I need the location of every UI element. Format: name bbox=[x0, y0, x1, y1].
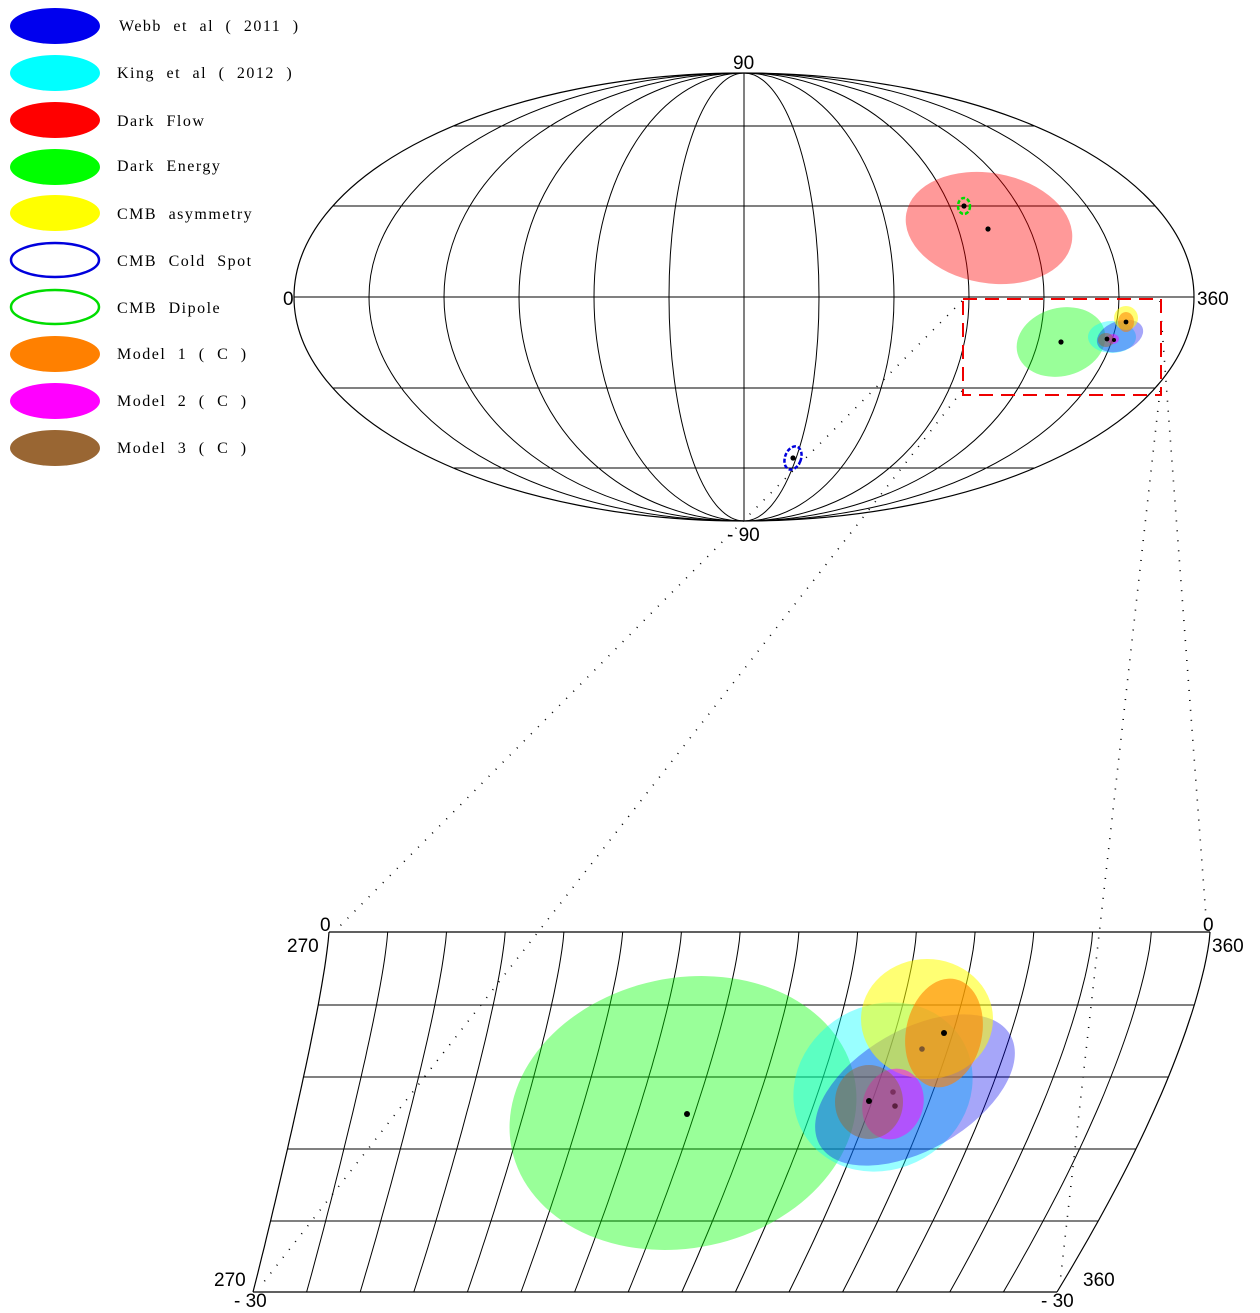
zoom-meridian-2 bbox=[359, 931, 447, 1293]
legend-swatch-model-2 bbox=[10, 383, 100, 419]
zoom-label-bottom-right-lat: - 30 bbox=[1041, 1291, 1074, 1312]
zoom-meridian-14 bbox=[1002, 931, 1152, 1293]
legend-item-webb: Webb et al ( 2011 ) bbox=[10, 8, 300, 44]
connector-line-1 bbox=[335, 300, 963, 931]
zoom-model-3-center bbox=[866, 1098, 872, 1104]
zoom-label-top-left-lon: 270 bbox=[287, 936, 319, 957]
zoom-meridian-8 bbox=[681, 931, 800, 1293]
legend-swatch-king bbox=[10, 55, 100, 91]
zoom-map: 0 270 0 360 270 - 30 360 - 30 bbox=[214, 915, 1244, 1312]
zoom-label-bottom-right-lon: 360 bbox=[1083, 1270, 1115, 1291]
sky-cmb-dipole-region bbox=[956, 196, 972, 216]
legend-swatch-cmb-dipole bbox=[9, 288, 101, 326]
sky-map: 90 - 90 0 360 bbox=[283, 53, 1229, 546]
legend-item-king: King et al ( 2012 ) bbox=[10, 55, 293, 91]
sky-label-bottom: - 90 bbox=[727, 525, 760, 546]
sky-map-centers bbox=[790, 203, 1129, 461]
zoom-meridian-3 bbox=[413, 931, 506, 1293]
legend-item-dark-flow: Dark Flow bbox=[10, 102, 205, 138]
zoom-label-top-right-lat: 0 bbox=[1203, 915, 1214, 936]
legend: Webb et al ( 2011 ) King et al ( 2012 ) … bbox=[9, 8, 300, 466]
zoom-label-top-left-lat: 0 bbox=[320, 915, 331, 936]
sky-model-2-center bbox=[1112, 338, 1116, 342]
zoom-region-box bbox=[962, 298, 1162, 396]
legend-swatch-model-1 bbox=[10, 336, 100, 372]
sky-label-top: 90 bbox=[733, 53, 754, 74]
zoom-meridian-1 bbox=[306, 931, 389, 1293]
zoom-webb-center bbox=[890, 1089, 896, 1095]
legend-label-model-2: Model 2 ( C ) bbox=[117, 393, 248, 410]
sky-model-1-center bbox=[1123, 319, 1129, 325]
sky-map-outline bbox=[293, 72, 1195, 522]
legend-item-cmb-cold-spot: CMB Cold Spot bbox=[9, 241, 253, 279]
zoom-model-2-center bbox=[892, 1103, 898, 1109]
legend-item-cmb-dipole: CMB Dipole bbox=[9, 288, 221, 326]
legend-item-model-2: Model 2 ( C ) bbox=[10, 383, 248, 419]
zoom-meridian-13 bbox=[949, 931, 1093, 1293]
connector-line-3 bbox=[1159, 300, 1208, 931]
zoom-dark-energy-region bbox=[509, 976, 857, 1250]
sky-cmb-dipole-center bbox=[961, 203, 967, 209]
zoom-meridian-6 bbox=[574, 931, 682, 1293]
legend-swatch-cmb-asymmetry bbox=[10, 195, 100, 231]
zoom-label-top-right-lon: 360 bbox=[1212, 936, 1244, 957]
sky-map-grid bbox=[294, 72, 1194, 522]
zoom-map-centers bbox=[684, 1030, 947, 1117]
zoom-map-regions bbox=[509, 959, 1015, 1250]
legend-label-cmb-cold-spot: CMB Cold Spot bbox=[117, 253, 253, 270]
zoom-dark-energy-center bbox=[684, 1111, 690, 1117]
sky-label-left: 0 bbox=[283, 289, 294, 310]
legend-swatch-dark-energy bbox=[10, 149, 100, 185]
legend-item-model-1: Model 1 ( C ) bbox=[10, 336, 248, 372]
legend-label-cmb-dipole: CMB Dipole bbox=[117, 300, 221, 317]
zoom-meridian-4 bbox=[466, 931, 565, 1293]
zoom-left-edge bbox=[252, 931, 330, 1293]
sky-dark-energy-center bbox=[1058, 339, 1064, 345]
sky-dark-flow-center bbox=[985, 226, 991, 232]
legend-label-webb: Webb et al ( 2011 ) bbox=[119, 18, 300, 35]
sky-label-right: 360 bbox=[1197, 289, 1229, 310]
zoom-meridian-5 bbox=[520, 931, 624, 1293]
legend-label-king: King et al ( 2012 ) bbox=[117, 65, 293, 82]
legend-label-cmb-asymmetry: CMB asymmetry bbox=[117, 206, 253, 223]
zoom-meridian-7 bbox=[627, 931, 741, 1293]
zoom-label-bottom-left-lon: 270 bbox=[214, 1270, 246, 1291]
sky-model-3-center bbox=[1104, 336, 1110, 342]
sky-cmb-cold-spot-center bbox=[790, 455, 796, 461]
legend-item-cmb-asymmetry: CMB asymmetry bbox=[10, 195, 253, 231]
legend-label-model-1: Model 1 ( C ) bbox=[117, 346, 248, 363]
sky-cmb-cold-spot-region bbox=[783, 445, 803, 471]
legend-label-dark-energy: Dark Energy bbox=[117, 158, 221, 175]
legend-label-dark-flow: Dark Flow bbox=[117, 113, 205, 130]
legend-item-dark-energy: Dark Energy bbox=[10, 149, 221, 185]
legend-label-model-3: Model 3 ( C ) bbox=[117, 440, 248, 457]
zoom-right-edge bbox=[1056, 931, 1211, 1293]
legend-swatch-cmb-cold-spot bbox=[9, 241, 101, 279]
legend-swatch-model-3 bbox=[10, 430, 100, 466]
legend-swatch-dark-flow bbox=[10, 102, 100, 138]
zoom-meridian-9 bbox=[734, 931, 859, 1293]
legend-item-model-3: Model 3 ( C ) bbox=[10, 430, 248, 466]
zoom-meridian-12 bbox=[895, 931, 1035, 1293]
zoom-model-1-center bbox=[941, 1030, 947, 1036]
zoom-cmb-asymmetry-center bbox=[919, 1046, 925, 1052]
zoom-label-bottom-left-lat: - 30 bbox=[234, 1291, 267, 1312]
legend-swatch-webb bbox=[10, 8, 100, 44]
